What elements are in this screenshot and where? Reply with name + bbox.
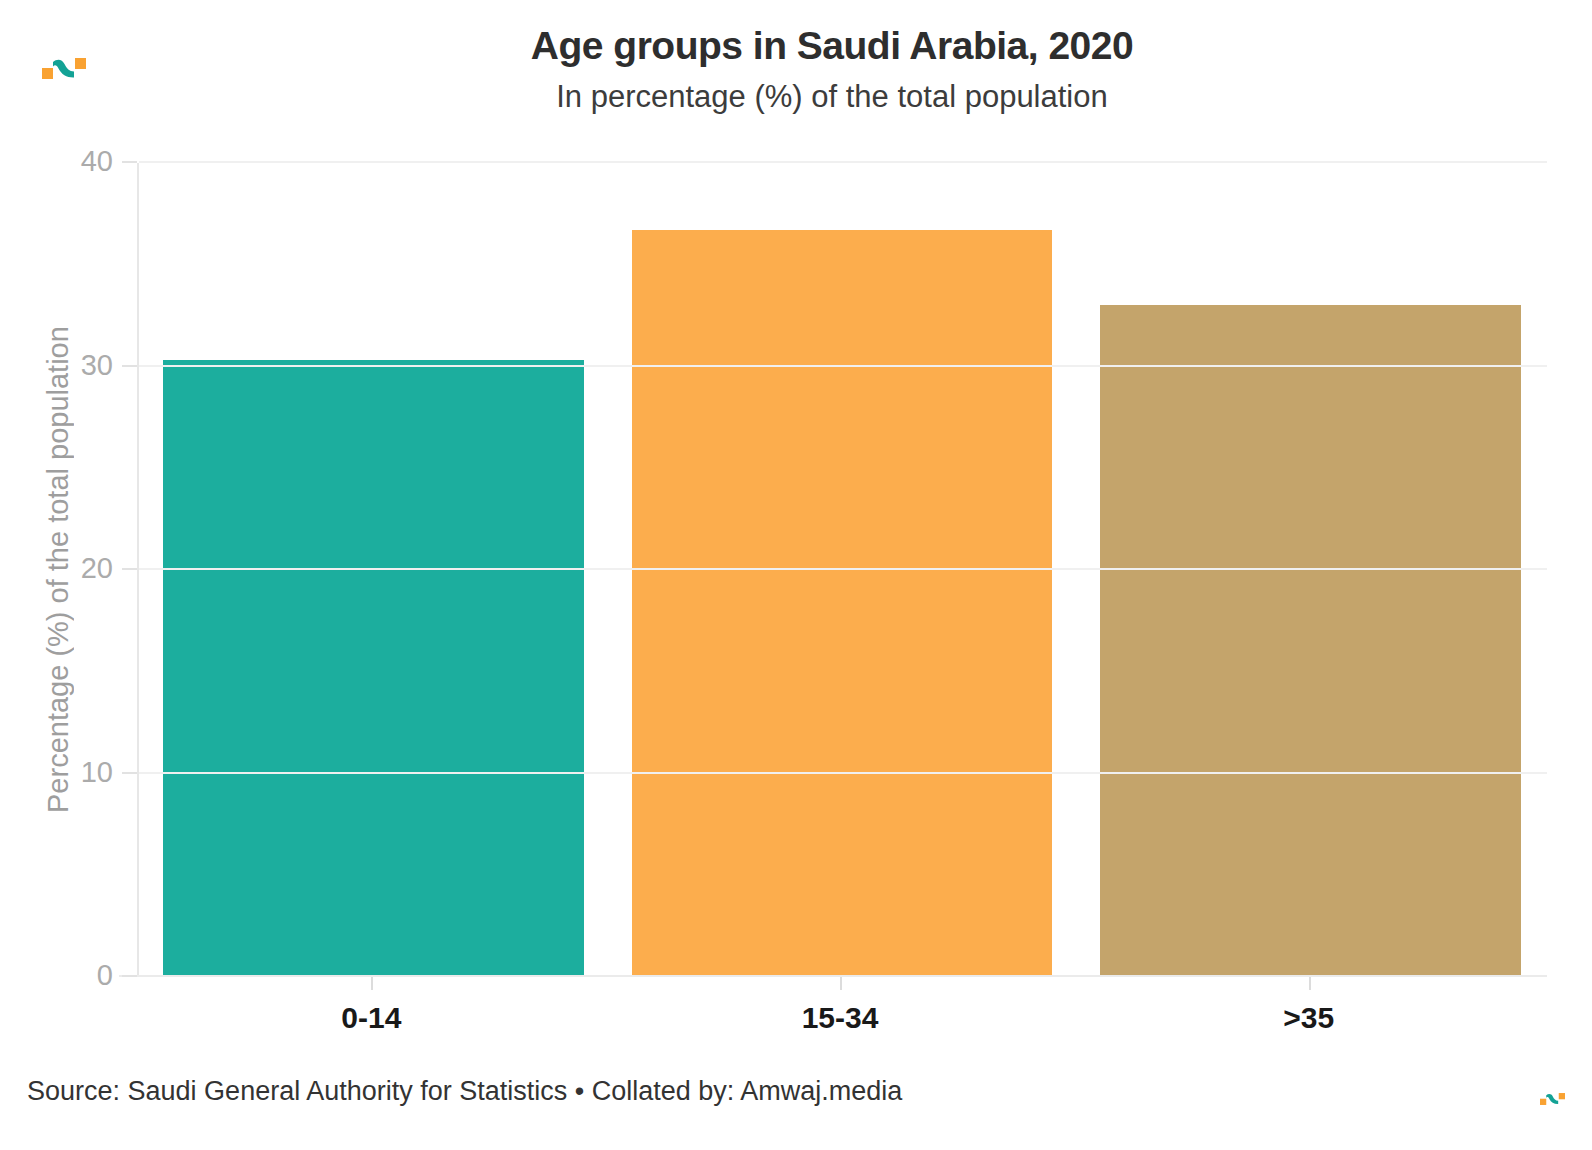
y-tick-label: 0 xyxy=(97,959,113,992)
x-axis-label: >35 xyxy=(1074,977,1543,1035)
y-tick-label: 20 xyxy=(81,552,113,585)
logo-square-right xyxy=(1559,1093,1565,1099)
gridline-40 xyxy=(139,161,1547,163)
logo-square-left xyxy=(42,68,53,79)
amwaj-logo-icon xyxy=(42,58,86,79)
x-axis-labels: 0-1415-34>35 xyxy=(137,977,1543,1035)
logo-square-left xyxy=(1540,1099,1546,1105)
gridline-10 xyxy=(139,772,1547,774)
bar-1534 xyxy=(632,230,1053,977)
plot-area: 010203040 xyxy=(137,163,1545,977)
bar-slot xyxy=(608,163,1077,977)
chart-title: Age groups in Saudi Arabia, 2020 xyxy=(121,24,1543,68)
gridline-30 xyxy=(139,365,1547,367)
bar-014 xyxy=(163,360,584,977)
y-tick-mark xyxy=(122,568,137,570)
y-axis-title: Percentage (%) of the total population xyxy=(42,163,75,977)
y-tick-mark xyxy=(122,161,137,163)
logo-swoosh xyxy=(53,60,74,78)
bar-slot xyxy=(139,163,608,977)
y-tick-label: 40 xyxy=(81,145,113,178)
bars-row xyxy=(139,163,1545,977)
y-tick-mark xyxy=(122,772,137,774)
y-tick-label: 10 xyxy=(81,756,113,789)
y-tick-mark xyxy=(122,365,137,367)
source-note: Source: Saudi General Authority for Stat… xyxy=(27,1076,902,1107)
logo-square-right xyxy=(75,58,86,69)
x-axis-label: 0-14 xyxy=(137,977,606,1035)
chart-canvas: Age groups in Saudi Arabia, 2020 In perc… xyxy=(0,0,1592,1150)
y-tick-label: 30 xyxy=(81,349,113,382)
logo-swoosh xyxy=(1546,1094,1558,1104)
x-tick-mark xyxy=(840,977,842,990)
chart-subtitle: In percentage (%) of the total populatio… xyxy=(121,79,1543,115)
gridline-20 xyxy=(139,568,1547,570)
bar-35 xyxy=(1100,305,1521,977)
x-axis-label: 15-34 xyxy=(606,977,1075,1035)
y-tick-mark xyxy=(122,975,137,977)
x-tick-mark xyxy=(371,977,373,990)
x-tick-mark xyxy=(1309,977,1311,990)
amwaj-logo-small-icon xyxy=(1540,1093,1565,1105)
bar-slot xyxy=(1076,163,1545,977)
